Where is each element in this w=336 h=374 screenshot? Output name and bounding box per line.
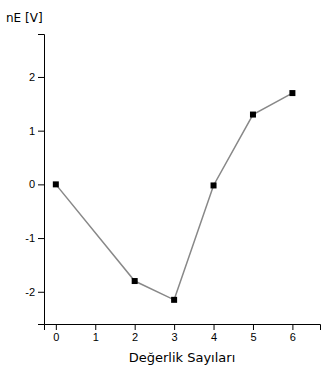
x-axis: 0 1 2 3 4 5 6: [45, 324, 321, 343]
marker: [289, 90, 295, 96]
x-axis-title: Değerlik Sayıları: [129, 350, 236, 365]
tick-mark: [95, 324, 96, 330]
marker: [211, 182, 217, 188]
tick: 2: [29, 71, 44, 83]
tick-label: 0: [29, 178, 35, 190]
tick-label: 2: [29, 71, 35, 83]
tick-label: 4: [211, 331, 217, 343]
line: [56, 93, 293, 300]
tick-label: 0: [53, 331, 59, 343]
tick-mark: [253, 324, 254, 330]
tick-label: 1: [29, 125, 35, 137]
tick-mark: [56, 324, 57, 330]
y-axis-title: nE [V]: [6, 11, 43, 25]
tick-mark: [135, 324, 136, 330]
tick-mark: [292, 324, 293, 330]
tick-label: -2: [25, 286, 35, 298]
tick-mark: [38, 184, 44, 185]
series: [53, 90, 296, 303]
axis-line: [38, 35, 45, 325]
tick: -2: [25, 286, 44, 298]
axis-line: [45, 325, 321, 331]
tick-label: 1: [93, 331, 99, 343]
marker: [250, 112, 256, 118]
chart: 0 1 2 3 4 5 6 -2 -1 0 1 2 Değerlik Sayıları nE [V]: [0, 0, 336, 374]
tick-mark: [174, 324, 175, 330]
tick: 5: [250, 324, 256, 343]
tick: 2: [132, 324, 138, 343]
tick: 1: [29, 125, 44, 137]
plot-area: 0 1 2 3 4 5 6 -2 -1 0 1 2: [25, 35, 320, 343]
tick: 3: [172, 324, 178, 343]
marker: [53, 181, 59, 187]
tick-label: 6: [290, 331, 296, 343]
tick: 0: [53, 324, 59, 343]
tick: 1: [93, 324, 99, 343]
tick-label: 5: [250, 331, 256, 343]
tick-mark: [38, 77, 44, 78]
tick-mark: [38, 292, 44, 293]
tick-mark: [38, 238, 44, 239]
tick: 0: [29, 178, 44, 190]
tick: 6: [290, 324, 296, 343]
tick: 4: [211, 324, 217, 343]
tick-label: -1: [25, 232, 35, 244]
tick-mark: [214, 324, 215, 330]
marker: [171, 297, 177, 303]
tick-mark: [38, 131, 44, 132]
tick-label: 3: [172, 331, 178, 343]
y-axis: -2 -1 0 1 2: [25, 35, 44, 325]
tick: -1: [25, 232, 44, 244]
tick-label: 2: [132, 331, 138, 343]
marker: [132, 278, 138, 284]
